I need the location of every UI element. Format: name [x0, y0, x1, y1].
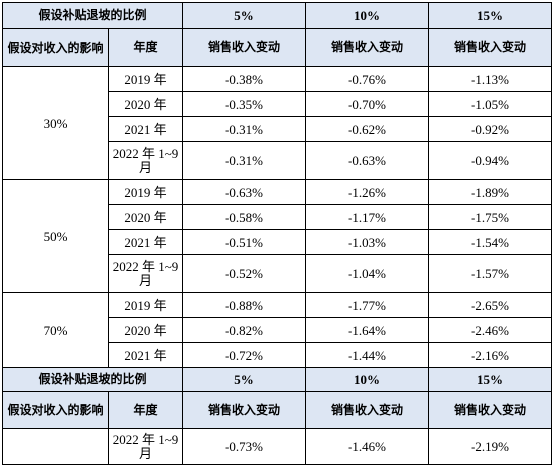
value-cell: -1.57%	[428, 254, 553, 293]
year-cell: 2021 年	[107, 116, 184, 142]
year-cell: 2021 年	[107, 229, 184, 255]
change-header: 销售收入变动	[182, 28, 307, 67]
sensitivity-table: 假设补贴退坡的比例 5% 10% 15% 假设对收入的影响 年度 销售收入变动 …	[1, 2, 553, 465]
impact-header: 假设对收入的影响	[2, 28, 109, 67]
year-cell: 2020 年	[107, 91, 184, 117]
value-cell: -2.16%	[428, 342, 553, 368]
value-cell: -1.46%	[305, 428, 430, 465]
value-cell: -2.46%	[428, 317, 553, 343]
level-header: 15%	[428, 367, 553, 392]
value-cell: -1.64%	[305, 317, 430, 343]
change-header: 销售收入变动	[182, 391, 307, 429]
year-cell: 2019 年	[107, 66, 184, 92]
year-cell: 2020 年	[107, 317, 184, 343]
ratio-header: 假设补贴退坡的比例	[1, 367, 184, 392]
value-cell: -0.63%	[182, 179, 307, 205]
impact-header: 假设对收入的影响	[2, 391, 109, 429]
value-cell: -1.17%	[305, 204, 430, 230]
value-cell: -0.31%	[182, 116, 307, 142]
value-cell: -2.19%	[428, 428, 553, 465]
level-header: 10%	[305, 367, 430, 392]
table-row: 2021 年 -0.31% -0.62% -0.92%	[3, 116, 553, 142]
value-cell: -1.54%	[428, 229, 553, 255]
value-cell: -0.58%	[182, 204, 307, 230]
value-cell: -1.75%	[428, 204, 553, 230]
impact-cell: 70%	[2, 292, 109, 368]
value-cell: -0.38%	[182, 66, 307, 92]
value-cell: -0.82%	[182, 317, 307, 343]
table-row: 2021 年 -0.51% -1.03% -1.54%	[3, 229, 553, 255]
table-row: 2022 年 1~9 月 -0.31% -0.63% -0.94%	[3, 141, 553, 180]
subheader-row: 假设对收入的影响 年度 销售收入变动 销售收入变动 销售收入变动	[2, 28, 553, 67]
value-cell: -0.62%	[305, 116, 430, 142]
value-cell: -0.88%	[182, 292, 307, 318]
value-cell: -1.44%	[305, 342, 430, 368]
value-cell: -0.92%	[428, 116, 553, 142]
value-cell: -0.73%	[182, 428, 307, 465]
value-cell: -1.89%	[428, 179, 553, 205]
year-cell: 2022 年 1~9 月	[107, 141, 184, 180]
table-row: 2020 年 -0.82% -1.64% -2.46%	[3, 317, 553, 343]
value-cell: -0.76%	[305, 66, 430, 92]
change-header: 销售收入变动	[305, 391, 430, 429]
subheader-row: 假设对收入的影响 年度 销售收入变动 销售收入变动 销售收入变动	[2, 391, 553, 429]
year-cell: 2022 年 1~9 月	[107, 254, 184, 293]
value-cell: -0.35%	[182, 91, 307, 117]
year-cell: 2022 年 1~9 月	[107, 428, 184, 465]
value-cell: -1.26%	[305, 179, 430, 205]
value-cell: -1.03%	[305, 229, 430, 255]
value-cell: -1.77%	[305, 292, 430, 318]
level-header: 5%	[182, 367, 307, 392]
value-cell: -1.04%	[305, 254, 430, 293]
year-header: 年度	[107, 391, 184, 429]
year-cell: 2021 年	[107, 342, 184, 368]
value-cell: -0.51%	[182, 229, 307, 255]
level-header: 5%	[182, 2, 307, 29]
table-row: 30% 2019 年 -0.38% -0.76% -1.13%	[2, 66, 553, 180]
value-cell: -1.05%	[428, 91, 553, 117]
impact-cell	[2, 428, 109, 465]
impact-cell: 30%	[2, 66, 109, 180]
value-cell: -0.31%	[182, 141, 307, 180]
table-row: 2021 年 -0.72% -1.44% -2.16%	[3, 342, 553, 368]
table-row: 2022 年 1~9 月 -0.73% -1.46% -2.19%	[2, 428, 553, 465]
year-cell: 2019 年	[107, 292, 184, 318]
value-cell: -2.65%	[428, 292, 553, 318]
table-row: 2020 年 -0.35% -0.70% -1.05%	[3, 91, 553, 117]
ratio-header: 假设补贴退坡的比例	[1, 2, 184, 29]
change-header: 销售收入变动	[428, 28, 553, 67]
header-row: 假设补贴退坡的比例 5% 10% 15%	[1, 367, 553, 392]
change-header: 销售收入变动	[428, 391, 553, 429]
value-cell: -0.94%	[428, 141, 553, 180]
value-cell: -1.13%	[428, 66, 553, 92]
value-cell: -0.52%	[182, 254, 307, 293]
year-header: 年度	[107, 28, 184, 67]
year-cell: 2019 年	[107, 179, 184, 205]
value-cell: -0.72%	[182, 342, 307, 368]
impact-cell: 50%	[2, 179, 109, 293]
value-cell: -0.70%	[305, 91, 430, 117]
year-cell: 2020 年	[107, 204, 184, 230]
level-header: 15%	[428, 2, 553, 29]
table-row: 50% 2019 年 -0.63% -1.26% -1.89%	[2, 179, 553, 293]
header-row: 假设补贴退坡的比例 5% 10% 15%	[1, 2, 553, 29]
change-header: 销售收入变动	[305, 28, 430, 67]
level-header: 10%	[305, 2, 430, 29]
value-cell: -0.63%	[305, 141, 430, 180]
table-row: 70% 2019 年 -0.88% -1.77% -2.65%	[2, 292, 553, 368]
